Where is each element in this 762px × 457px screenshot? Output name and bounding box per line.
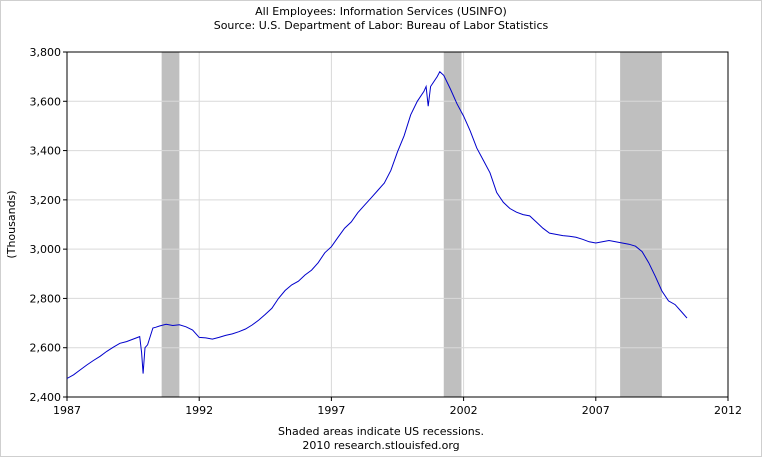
- chart-subtitle: Source: U.S. Department of Labor: Bureau…: [213, 19, 549, 32]
- x-tick-label: 2012: [714, 404, 742, 417]
- recession-band-2: [443, 52, 462, 397]
- y-tick-label: 2,400: [30, 391, 62, 404]
- axes: 2,400 2,600 2,800 3,000 3,200 3,400 3,600 3,800…: [30, 46, 743, 417]
- x-tick-label: 1992: [185, 404, 213, 417]
- recession-note: Shaded areas indicate US recessions.: [278, 425, 484, 438]
- y-tick-label: 3,400: [30, 145, 62, 158]
- series-line: [66, 70, 688, 379]
- y-tick-label: 2,800: [30, 292, 62, 305]
- recession-band-1: [161, 52, 180, 397]
- y-tick-label: 3,200: [30, 194, 62, 207]
- x-tick-label: 1997: [317, 404, 345, 417]
- chart-title: All Employees: Information Services (USI…: [255, 5, 507, 18]
- plot-border: [66, 51, 729, 398]
- recession-bands: [161, 52, 662, 397]
- source-credit: 2010 research.stlouisfed.org: [302, 439, 460, 452]
- x-tick-label: 2002: [450, 404, 478, 417]
- x-tick-label: 2007: [582, 404, 610, 417]
- y-tick-label: 3,600: [30, 95, 62, 108]
- y-tick-label: 3,800: [30, 46, 62, 59]
- x-tick-label: 1987: [53, 404, 81, 417]
- y-axis-label: (Thousands): [5, 190, 18, 258]
- y-tick-label: 3,000: [30, 243, 62, 256]
- series-usinfo: [66, 70, 688, 379]
- recession-band-3: [620, 52, 662, 397]
- y-tick-label: 2,600: [30, 342, 62, 355]
